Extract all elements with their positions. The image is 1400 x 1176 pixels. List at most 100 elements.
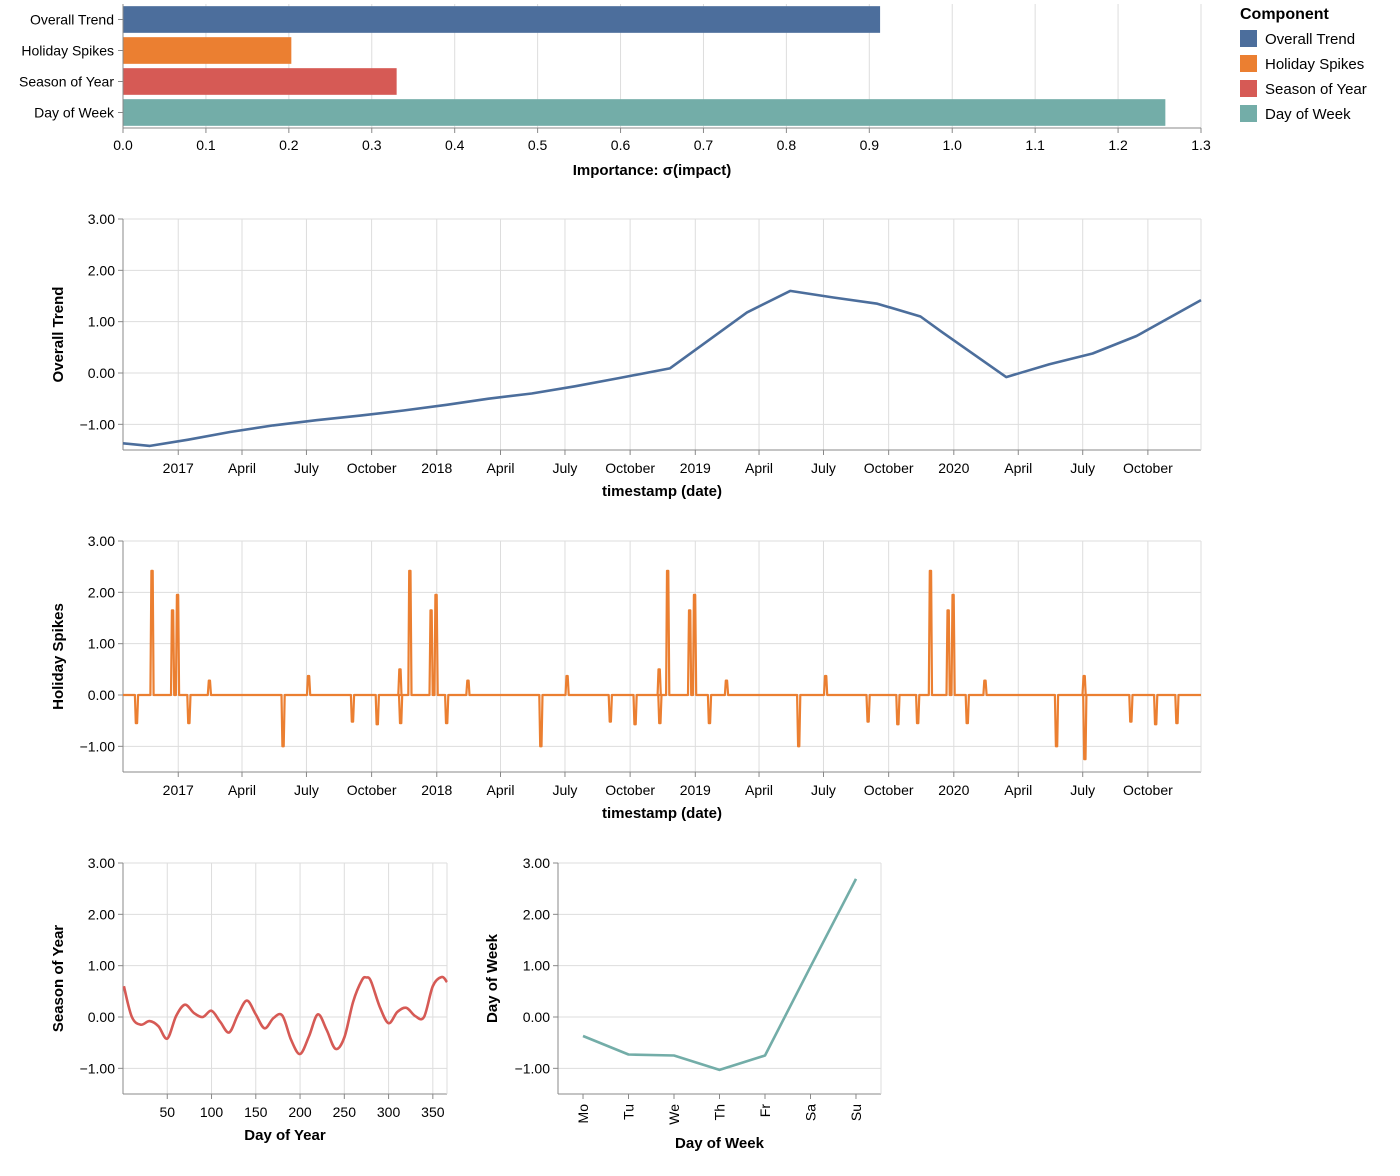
legend-label-holiday-spikes: Holiday Spikes	[1265, 56, 1364, 73]
overall-trend-line-chart: 2017 April July October 2018 April July October…	[50, 211, 1202, 500]
x-tick-label: Sa	[802, 1104, 818, 1121]
holiday-point	[634, 723, 636, 726]
bar-holiday-spikes	[123, 37, 292, 64]
holiday-point	[666, 569, 669, 572]
x-tick-label: 150	[244, 1104, 268, 1120]
holiday-point	[897, 723, 899, 726]
y-tick-label: −1.00	[515, 1060, 551, 1076]
x-tick-label: April	[1004, 782, 1032, 798]
x-tick-label: 0.2	[279, 137, 299, 153]
y-tick-label: 0.00	[88, 365, 115, 381]
x-tick-label: October	[347, 782, 397, 798]
x-tick-label: 2020	[938, 460, 969, 476]
x-tick-label: 0.9	[860, 137, 880, 153]
x-tick-label: April	[487, 782, 515, 798]
holiday-point	[952, 594, 954, 596]
holiday-point	[445, 722, 448, 725]
x-tick-label: 0.0	[113, 137, 133, 153]
x-tick-label: 0.8	[777, 137, 797, 153]
x-tick-label: April	[228, 782, 256, 798]
holiday-point	[1176, 722, 1178, 725]
y-tick-label: 0.00	[523, 1009, 550, 1025]
y-tick-label: −1.00	[80, 1060, 116, 1076]
x-tick-label: October	[1123, 782, 1173, 798]
y-tick-label: 2.00	[88, 262, 115, 278]
bar-day-of-week	[123, 99, 1166, 126]
y-tick-label: Day of Week	[34, 105, 115, 121]
holiday-point	[430, 609, 432, 612]
y-tick-label: Season of Year	[19, 74, 114, 90]
y-axis-title: Season of Year	[50, 925, 67, 1032]
holiday-point	[824, 675, 827, 677]
holiday-point	[867, 720, 869, 723]
x-tick-label: 0.3	[362, 137, 382, 153]
holiday-point	[1084, 758, 1086, 760]
x-axis-title: Day of Week	[675, 1135, 765, 1152]
holiday-point	[135, 722, 138, 725]
x-tick-label: 100	[200, 1104, 224, 1120]
legend: Component Overall Trend Holiday Spikes S…	[1240, 6, 1367, 123]
legend-swatch-holiday-spikes	[1240, 55, 1257, 72]
x-tick-label: July	[553, 782, 578, 798]
bar-season-of-year	[123, 68, 397, 95]
holiday-point	[188, 722, 190, 725]
holiday-point	[916, 722, 919, 725]
holiday-point	[609, 720, 612, 723]
x-tick-label: July	[294, 460, 319, 476]
x-tick-label: 2019	[680, 460, 711, 476]
legend-swatch-overall-trend	[1240, 30, 1257, 47]
holiday-point	[966, 722, 969, 725]
x-tick-label: 2018	[421, 782, 452, 798]
y-tick-label: 1.00	[88, 636, 115, 652]
y-tick-label: 1.00	[523, 958, 550, 974]
y-tick-label: 3.00	[88, 533, 115, 549]
holiday-point	[693, 594, 696, 596]
legend-swatch-day-of-week	[1240, 105, 1257, 122]
holiday-point	[435, 594, 437, 596]
y-tick-label: 1.00	[88, 314, 115, 330]
holiday-point	[399, 722, 402, 725]
holiday-point	[409, 569, 411, 572]
x-tick-label: July	[1070, 782, 1095, 798]
x-tick-label: July	[1070, 460, 1095, 476]
x-tick-label: 0.5	[528, 137, 548, 153]
holiday-point	[725, 679, 728, 682]
y-tick-label: 3.00	[88, 211, 115, 227]
y-tick-label: 0.00	[88, 687, 115, 703]
x-tick-label: 50	[159, 1104, 175, 1120]
holiday-point	[566, 675, 568, 677]
y-axis-title: Day of Week	[484, 933, 501, 1023]
x-tick-label: 300	[377, 1104, 401, 1120]
x-tick-label: July	[811, 782, 836, 798]
series-line-trend	[122, 289, 1202, 448]
x-tick-label: 1.0	[942, 137, 962, 153]
holiday-point	[171, 609, 174, 612]
x-tick-label: 0.4	[445, 137, 465, 153]
x-tick-label: April	[228, 460, 256, 476]
holiday-point	[797, 745, 800, 748]
holiday-point	[947, 609, 949, 612]
day-of-week-line-chart: −1.00 0.00 1.00 2.00 3.00 Day of Week Mo Tu We Th…	[484, 855, 882, 1152]
x-tick-label: 0.1	[196, 137, 216, 153]
x-tick-label: October	[1123, 460, 1173, 476]
x-axis-title: timestamp (date)	[602, 483, 722, 500]
y-tick-label: 2.00	[88, 584, 115, 600]
x-tick-label: Mo	[575, 1104, 591, 1124]
holiday-point	[540, 745, 542, 748]
holiday-point	[984, 679, 986, 682]
y-tick-label: 3.00	[523, 855, 550, 871]
x-tick-label: 1.2	[1108, 137, 1128, 153]
x-tick-label: We	[666, 1104, 682, 1125]
x-tick-label: October	[605, 460, 655, 476]
holiday-point	[307, 675, 310, 677]
x-tick-label: April	[487, 460, 515, 476]
y-tick-label: 1.00	[88, 958, 115, 974]
y-tick-label: −1.00	[80, 738, 116, 754]
y-tick-label: −1.00	[80, 416, 116, 432]
series-line-season	[122, 975, 449, 1056]
holiday-point	[1130, 720, 1132, 723]
holiday-point	[1055, 745, 1058, 748]
x-tick-label: 2017	[163, 782, 194, 798]
x-tick-label: 2020	[938, 782, 969, 798]
